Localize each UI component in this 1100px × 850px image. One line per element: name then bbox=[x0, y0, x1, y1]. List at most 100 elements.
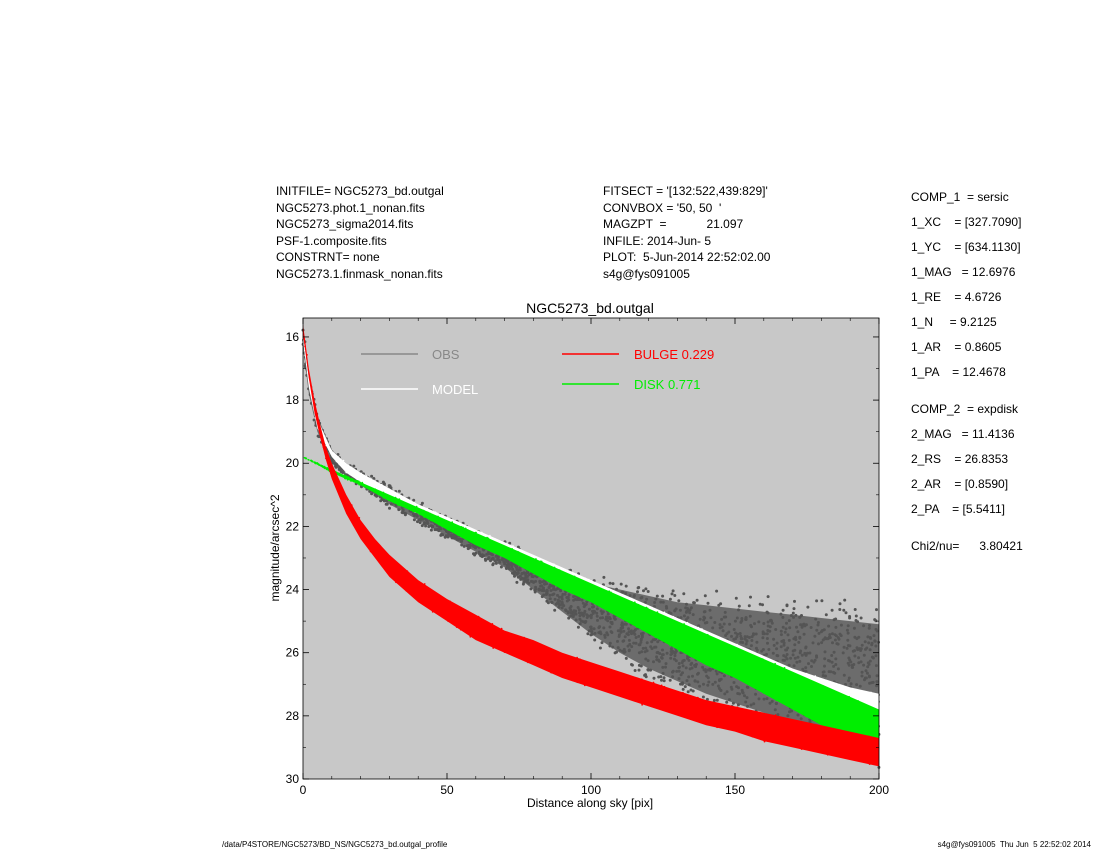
point-obs bbox=[705, 621, 709, 624]
point-bulge bbox=[826, 753, 829, 756]
point-model bbox=[467, 526, 470, 528]
point-obs bbox=[397, 508, 401, 512]
point-obs bbox=[706, 601, 710, 605]
point-bulge bbox=[718, 709, 720, 711]
point-obs bbox=[740, 637, 744, 641]
header-infile: INFILE: 2014-Jun- 5 bbox=[603, 233, 712, 248]
point-obs bbox=[832, 650, 836, 654]
point-disk bbox=[494, 549, 497, 552]
point-obs bbox=[823, 650, 827, 654]
point-obs bbox=[661, 671, 665, 675]
point-bulge bbox=[603, 684, 606, 687]
point-bulge bbox=[626, 681, 629, 684]
point-obs bbox=[838, 602, 842, 606]
point-obs bbox=[567, 616, 571, 620]
point-obs bbox=[548, 597, 552, 601]
point-disk bbox=[805, 710, 807, 712]
point-disk bbox=[652, 621, 655, 624]
point-obs bbox=[388, 506, 391, 510]
point-bulge bbox=[780, 727, 782, 729]
point-bulge bbox=[505, 644, 508, 647]
point-disk bbox=[718, 651, 721, 653]
point-disk bbox=[736, 659, 739, 661]
point-disk bbox=[660, 633, 663, 635]
point-disk bbox=[438, 523, 440, 526]
point-obs bbox=[732, 681, 736, 684]
point-obs bbox=[664, 662, 668, 666]
point-obs bbox=[403, 513, 407, 517]
point-obs bbox=[682, 614, 686, 618]
point-bulge bbox=[681, 700, 684, 703]
point-obs bbox=[649, 668, 653, 672]
point-obs bbox=[829, 670, 833, 674]
point-obs bbox=[574, 618, 578, 622]
point-obs bbox=[783, 630, 787, 634]
point-bulge bbox=[423, 583, 426, 585]
point-bulge bbox=[636, 690, 638, 692]
point-bulge bbox=[863, 734, 866, 737]
point-obs bbox=[698, 617, 702, 621]
point-bulge bbox=[562, 660, 564, 663]
point-disk bbox=[531, 571, 534, 573]
point-obs bbox=[864, 669, 868, 673]
point-disk bbox=[516, 550, 518, 553]
y-tick-label: 28 bbox=[286, 709, 300, 723]
point-disk bbox=[396, 501, 399, 504]
point-obs bbox=[873, 618, 877, 622]
point-disk bbox=[614, 595, 616, 598]
point-disk bbox=[795, 691, 798, 693]
point-obs bbox=[811, 641, 815, 645]
point-disk bbox=[480, 538, 483, 541]
point-disk bbox=[808, 688, 811, 690]
point-bulge bbox=[358, 524, 361, 527]
point-bulge bbox=[614, 687, 617, 690]
point-disk bbox=[496, 551, 499, 554]
point-bulge bbox=[746, 714, 749, 717]
point-model bbox=[304, 354, 307, 357]
point-model bbox=[854, 692, 857, 695]
point-bulge bbox=[669, 697, 671, 700]
point-disk bbox=[556, 581, 559, 583]
point-disk bbox=[825, 712, 827, 714]
point-disk bbox=[482, 545, 485, 548]
point-bulge bbox=[449, 600, 451, 603]
point-obs bbox=[656, 640, 660, 644]
point-obs bbox=[636, 586, 640, 590]
point-disk bbox=[706, 633, 709, 636]
point-disk bbox=[610, 592, 613, 594]
point-obs bbox=[606, 633, 610, 637]
point-obs bbox=[566, 595, 570, 599]
point-disk bbox=[414, 510, 416, 513]
point-disk bbox=[586, 586, 589, 588]
point-obs bbox=[867, 641, 871, 645]
point-disk bbox=[461, 532, 464, 535]
point-disk bbox=[682, 637, 684, 640]
point-disk bbox=[781, 683, 784, 686]
point-disk bbox=[704, 647, 706, 650]
point-obs bbox=[746, 704, 749, 708]
point-disk bbox=[399, 501, 402, 503]
point-bulge bbox=[617, 677, 620, 680]
point-bulge bbox=[505, 651, 507, 653]
point-obs bbox=[846, 661, 850, 665]
point-bulge bbox=[689, 704, 691, 706]
y-axis-label: magnitude/arcsec^2 bbox=[268, 494, 282, 601]
point-obs bbox=[709, 616, 713, 620]
point-obs bbox=[680, 682, 684, 686]
point-disk bbox=[427, 512, 429, 515]
point-obs bbox=[696, 672, 699, 676]
point-bulge bbox=[792, 722, 795, 725]
point-bulge bbox=[672, 707, 675, 710]
point-bulge bbox=[740, 716, 742, 718]
point-model bbox=[382, 489, 384, 492]
point-bulge bbox=[435, 595, 438, 598]
point-disk bbox=[520, 554, 523, 557]
point-bulge bbox=[551, 655, 553, 658]
point-bulge bbox=[491, 633, 493, 636]
point-bulge bbox=[481, 623, 484, 626]
x-tick-label: 0 bbox=[300, 783, 307, 797]
point-model bbox=[356, 473, 358, 476]
point-disk bbox=[377, 493, 380, 496]
point-obs bbox=[832, 664, 836, 668]
point-bulge bbox=[818, 741, 820, 744]
